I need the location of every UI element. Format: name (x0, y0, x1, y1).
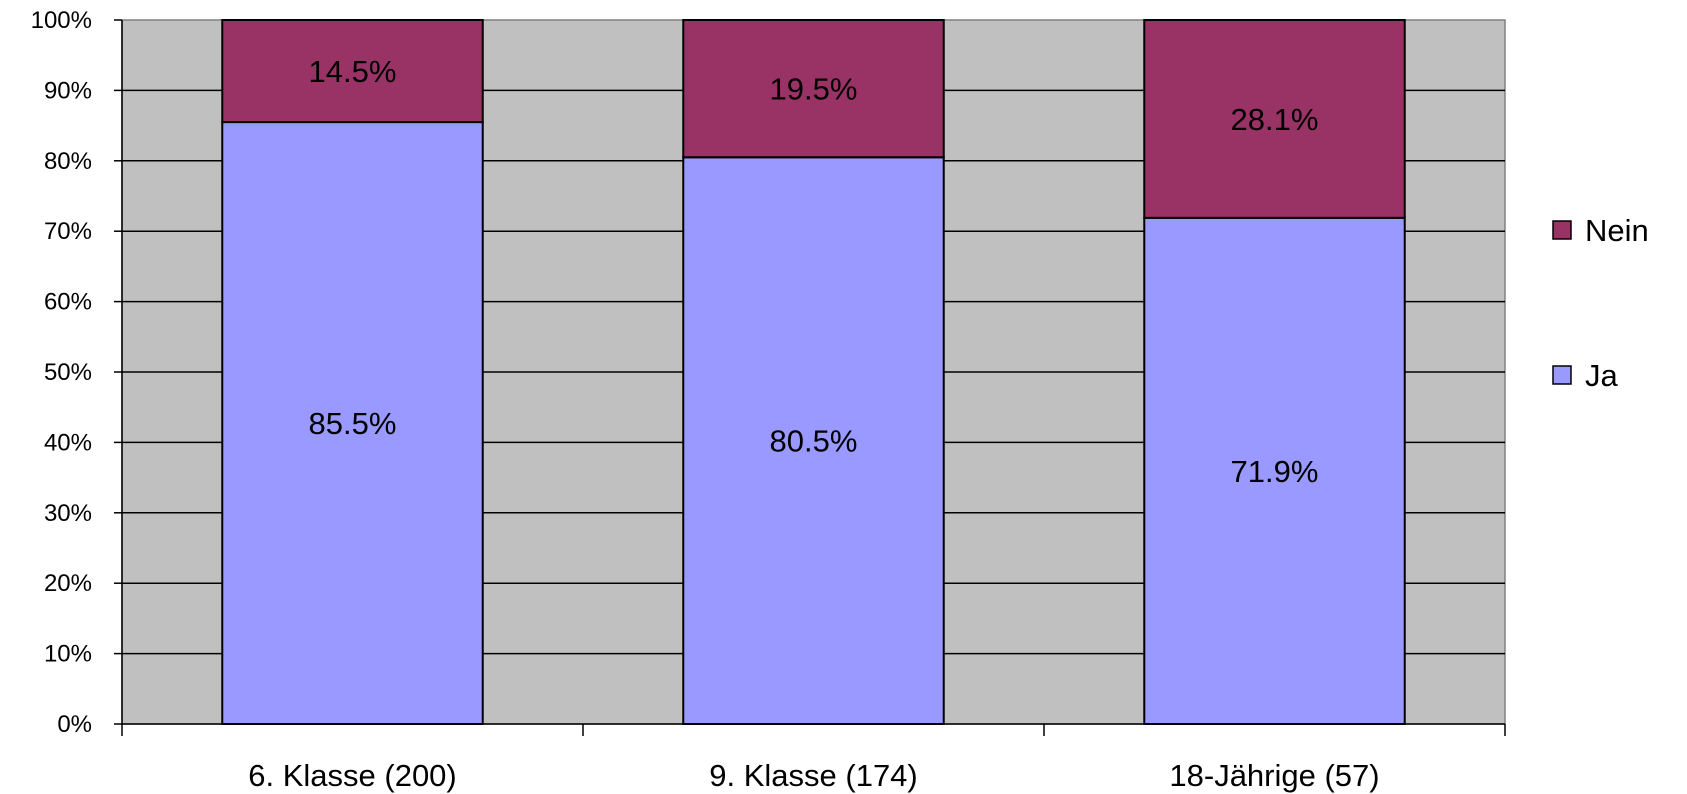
y-tick-label: 70% (44, 218, 92, 245)
y-tick-label: 40% (44, 429, 92, 456)
y-tick-label: 100% (31, 7, 92, 34)
y-axis: 0% 10% 20% 30% 40% 50% 60% 70% 80% 90% 100% (31, 7, 123, 738)
y-tick-label: 0% (57, 711, 92, 738)
y-tick-label: 60% (44, 289, 92, 316)
x-category-label: 6. Klasse (200) (248, 758, 457, 793)
y-tick-label: 30% (44, 500, 92, 527)
data-label-ja: 71.9% (1231, 454, 1319, 489)
bar-segment-nein (1143, 19, 1406, 219)
y-tick-label: 50% (44, 359, 92, 386)
bar-segment-nein (221, 19, 484, 124)
data-label-nein: 28.1% (1231, 102, 1319, 137)
bar-segment-nein (682, 19, 945, 159)
bar-segment-ja (1143, 216, 1406, 725)
data-label-ja: 85.5% (309, 406, 397, 441)
x-axis: 6. Klasse (200) 9. Klasse (174) 18-Jährige… (121, 723, 1506, 793)
bar-segment-ja (221, 121, 484, 725)
y-tick-label: 10% (44, 641, 92, 668)
legend-label-nein: Nein (1585, 213, 1649, 248)
data-label-nein: 14.5% (309, 54, 397, 89)
bars (221, 19, 1406, 725)
data-label-ja: 80.5% (770, 424, 858, 459)
y-tick-label: 80% (44, 148, 92, 175)
data-labels: 85.5% 14.5% 80.5% 19.5% 71.9% 28.1% (309, 54, 1319, 489)
legend-label-ja: Ja (1585, 358, 1619, 393)
legend: Nein Ja (1552, 213, 1649, 393)
data-label-nein: 19.5% (770, 72, 858, 107)
legend-swatch-nein (1552, 220, 1572, 240)
x-category-label: 9. Klasse (174) (709, 758, 918, 793)
y-tick-label: 90% (44, 77, 92, 104)
legend-swatch-ja (1552, 365, 1572, 385)
y-tick-label: 20% (44, 570, 92, 597)
x-category-label: 18-Jährige (57) (1169, 758, 1379, 793)
